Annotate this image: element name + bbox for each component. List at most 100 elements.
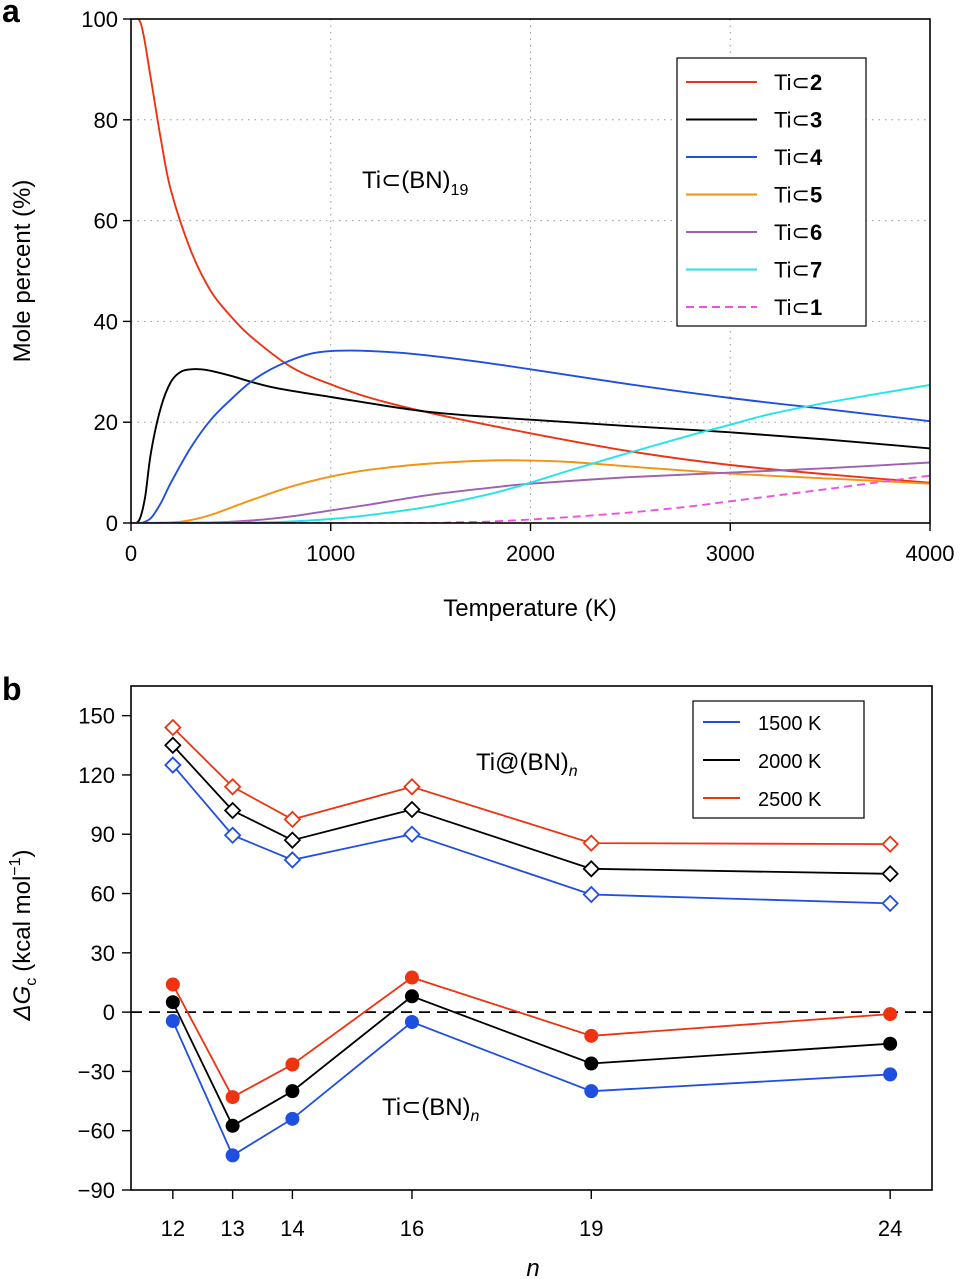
panel-b-xtick-label: 19 bbox=[579, 1216, 603, 1241]
panel-a-legend-number: 7 bbox=[810, 258, 822, 283]
panel-b-diamond-marker bbox=[164, 736, 182, 755]
panel-a-legend-prefix: Ti⊂ bbox=[774, 108, 810, 133]
panel-a-xtick-label: 2000 bbox=[506, 541, 555, 566]
panel-a-ytick-label: 40 bbox=[94, 309, 118, 334]
panel-b-diamond-marker bbox=[881, 894, 899, 913]
panel-b-legend-label: 2500 K bbox=[758, 789, 822, 811]
panel-b-series-line bbox=[172, 726, 891, 845]
panel-b-ytick-label: 0 bbox=[103, 1000, 115, 1025]
panel-b-ytick-label: 90 bbox=[91, 822, 115, 847]
panel-b-legend-entries: 1500 K 2000 K 2500 K bbox=[703, 713, 822, 811]
panel-a-legend-label-5: Ti⊂5 bbox=[774, 183, 822, 208]
panel-b-series-line bbox=[172, 764, 891, 905]
panel-a-xlabel: Temperature (K) bbox=[443, 595, 616, 622]
panel-a-legend-label-3: Ti⊂3 bbox=[774, 108, 822, 133]
panel-b-circle-marker bbox=[404, 1015, 419, 1029]
panel-b-circle-marker bbox=[225, 1148, 240, 1163]
panel-b-annotation-bottom: Ti⊂(BN)n bbox=[382, 1094, 480, 1125]
panel-b-xtick-label: 13 bbox=[220, 1216, 244, 1241]
panel-b-legend-label: 2000 K bbox=[758, 751, 822, 773]
panel-a-xtick-label: 1000 bbox=[306, 541, 355, 566]
panel-b-circle-marker bbox=[225, 1118, 240, 1133]
panel-b-diamond-marker bbox=[164, 718, 182, 737]
panel-a-series-line-6 bbox=[131, 461, 930, 523]
panel-b-annotation-top-main: Ti@(BN) bbox=[476, 749, 569, 776]
panel-a-legend-label-4: Ti⊂4 bbox=[774, 145, 823, 170]
panel-b-circle-marker bbox=[404, 989, 419, 1004]
panel-b-circle-marker bbox=[883, 1036, 898, 1051]
panel-b-diamond-marker bbox=[881, 835, 899, 853]
panel-b-ytick-label: 30 bbox=[91, 941, 115, 966]
panel-b-series bbox=[164, 718, 899, 1163]
panel-a-ytick-label: 80 bbox=[94, 108, 118, 133]
panel-a-annotation: Ti⊂(BN)19 bbox=[362, 167, 468, 199]
panel-a-legend-entries: Ti⊂2Ti⊂3Ti⊂4Ti⊂5Ti⊂6Ti⊂7Ti⊂1 bbox=[686, 70, 823, 320]
panel-b-legend: 1500 K 2000 K 2500 K bbox=[692, 700, 865, 819]
panel-b-diamond-marker bbox=[283, 851, 302, 869]
panel-a-ytick-label: 0 bbox=[106, 511, 118, 536]
panel-a-series-line-2 bbox=[131, 19, 930, 484]
panel-a-legend-prefix: Ti⊂ bbox=[774, 145, 810, 170]
panel-b-diamond-marker bbox=[223, 778, 242, 796]
panel-b-ylabel-units: (kcal mol bbox=[9, 876, 36, 972]
panel-b-xtick-label: 12 bbox=[161, 1216, 185, 1241]
panel-b-ylabel-sup: −1 bbox=[7, 857, 24, 875]
panel-a-legend-prefix: Ti⊂ bbox=[774, 295, 810, 320]
panel-b-ylabel-sub: c bbox=[23, 978, 40, 986]
panel-b-ylabel: ΔGc (kcal mol−1) bbox=[7, 849, 40, 1021]
panel-a-legend-label-1: Ti⊂1 bbox=[774, 295, 822, 320]
panel-b: b 12 13 14 16 19 24 −90 −60 −30 0 30 60 90 120 150 n Δ… bbox=[2, 671, 933, 1279]
panel-b-series-line bbox=[172, 976, 891, 1099]
panel-b-circle-marker bbox=[404, 970, 419, 985]
panel-b-diamond-marker bbox=[582, 860, 601, 878]
panel-b-ytick-label: 150 bbox=[78, 704, 115, 729]
panel-b-series-line bbox=[171, 1020, 891, 1157]
panel-b-circle-marker bbox=[285, 1057, 300, 1072]
panel-b-annotation-bottom-main: Ti⊂(BN) bbox=[382, 1094, 471, 1121]
panel-b-circle-marker bbox=[883, 1007, 898, 1022]
panel-b-diamond-marker bbox=[403, 825, 421, 844]
panel-b-circle-marker bbox=[165, 1014, 180, 1029]
panel-b-diamond-marker bbox=[881, 864, 899, 883]
panel-b-diamond-marker bbox=[164, 756, 182, 774]
panel-a-legend-label-7: Ti⊂7 bbox=[774, 258, 822, 283]
panel-b-circle-marker bbox=[225, 1090, 240, 1105]
panel-a-legend-label-2: Ti⊂2 bbox=[774, 70, 822, 95]
panel-b-circle-marker bbox=[165, 995, 180, 1010]
panel-b-diamond-marker bbox=[283, 831, 302, 849]
panel-b-series-line bbox=[171, 995, 891, 1128]
panel-b-circle-marker bbox=[165, 977, 180, 992]
panel-a-legend-number: 3 bbox=[810, 108, 822, 133]
panel-a-series-line-3 bbox=[131, 368, 930, 523]
panel-b-ytick-label: 60 bbox=[91, 882, 115, 907]
panel-b-diamond-marker bbox=[582, 834, 601, 852]
panel-a-legend-label-6: Ti⊂6 bbox=[774, 220, 822, 245]
panel-a-legend-number: 4 bbox=[810, 145, 823, 170]
panel-a-legend-prefix: Ti⊂ bbox=[774, 70, 810, 95]
panel-b-series-line bbox=[172, 744, 891, 875]
panel-a-ylabel: Mole percent (%) bbox=[9, 180, 36, 363]
panel-a-legend-prefix: Ti⊂ bbox=[774, 258, 810, 283]
panel-a-ytick-label: 60 bbox=[94, 209, 118, 234]
panel-a-xtick-label: 3000 bbox=[706, 541, 755, 566]
panel-b-xlabel: n bbox=[526, 1255, 539, 1279]
panel-b-diamond-marker bbox=[582, 885, 601, 904]
panel-a-xtick-label: 4000 bbox=[906, 541, 955, 566]
panel-b-xtick-label: 24 bbox=[878, 1216, 902, 1241]
panel-b-ytick-label: −60 bbox=[78, 1119, 115, 1144]
panel-a-legend-number: 1 bbox=[810, 295, 822, 320]
panel-b-ytick-label: −90 bbox=[78, 1178, 115, 1203]
panel-a-legend-prefix: Ti⊂ bbox=[774, 183, 810, 208]
panel-a-series-line-7 bbox=[131, 383, 930, 523]
panel-b-xtick-label: 14 bbox=[280, 1216, 304, 1241]
panel-b-ylabel-symbol: ΔG bbox=[9, 986, 36, 1022]
panel-a-label: a bbox=[2, 0, 20, 29]
panel-b-circle-marker bbox=[285, 1111, 300, 1126]
panel-a-xtick-label: 0 bbox=[125, 541, 137, 566]
panel-b-ytick-label: 120 bbox=[78, 763, 115, 788]
panel-a-annotation-sub: 19 bbox=[451, 182, 469, 199]
panel-b-circle-marker bbox=[584, 1056, 599, 1071]
panel-b-diamond-marker bbox=[283, 810, 302, 829]
panel-b-ticks: 12 13 14 16 19 24 −90 −60 −30 0 30 60 90 120 150 bbox=[78, 704, 903, 1241]
